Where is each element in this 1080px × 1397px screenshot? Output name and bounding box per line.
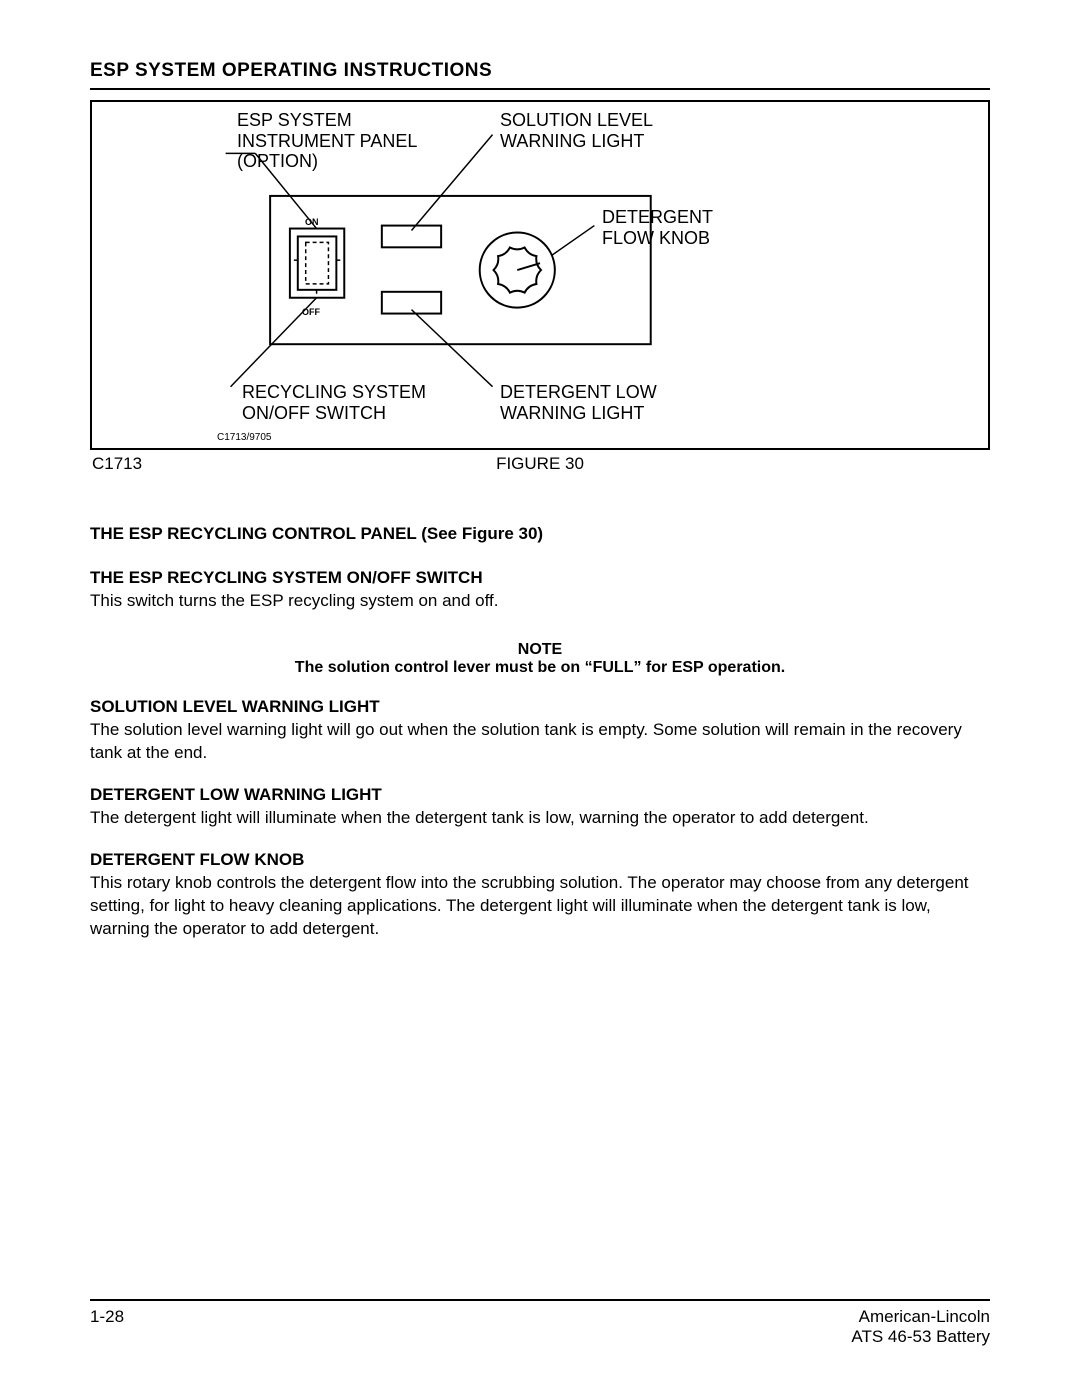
heading-control-panel: THE ESP RECYCLING CONTROL PANEL (See Fig… — [90, 524, 990, 544]
heading-solution-light: SOLUTION LEVEL WARNING LIGHT — [90, 697, 990, 717]
text-detergent-knob: This rotary knob controls the detergent … — [90, 872, 990, 941]
title-rule — [90, 88, 990, 90]
page-title: ESP SYSTEM OPERATING INSTRUCTIONS — [90, 60, 990, 82]
heading-detergent-low: DETERGENT LOW WARNING LIGHT — [90, 785, 990, 805]
text-onoff: This switch turns the ESP recycling syst… — [90, 590, 990, 613]
figure-id: C1713 — [92, 454, 142, 474]
text-solution-light: The solution level warning light will go… — [90, 719, 990, 765]
note-body: The solution control lever must be on “F… — [90, 659, 990, 677]
text-detergent-low: The detergent light will illuminate when… — [90, 807, 990, 830]
page-footer: 1-28 American-Lincoln ATS 46-53 Battery — [90, 1299, 990, 1347]
note-title: NOTE — [90, 641, 990, 659]
footer-brand: American-Lincoln — [859, 1307, 990, 1326]
footer-model: ATS 46-53 Battery — [851, 1327, 990, 1346]
page-number: 1-28 — [90, 1307, 124, 1347]
footer-rule — [90, 1299, 990, 1301]
figure-caption: C1713 FIGURE 30 — [90, 454, 990, 474]
figure-box: ESP SYSTEM INSTRUMENT PANEL (OPTION) SOL… — [90, 100, 990, 450]
heading-detergent-knob: DETERGENT FLOW KNOB — [90, 850, 990, 870]
heading-onoff: THE ESP RECYCLING SYSTEM ON/OFF SWITCH — [90, 568, 990, 588]
note-block: NOTE The solution control lever must be … — [90, 641, 990, 677]
panel-diagram — [92, 102, 988, 448]
figure-number: FIGURE 30 — [496, 454, 584, 474]
